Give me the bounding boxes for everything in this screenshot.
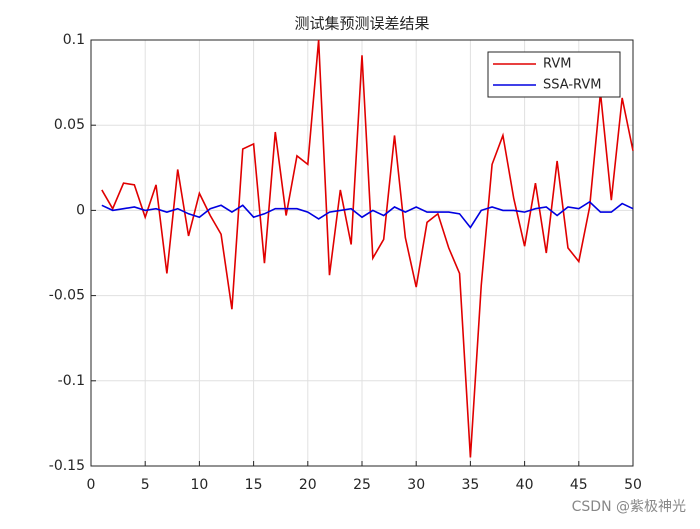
axes-box bbox=[90, 39, 634, 467]
legend: RVM SSA-RVM bbox=[487, 51, 621, 98]
legend-box bbox=[487, 51, 621, 98]
x-tick-label: 15 bbox=[245, 477, 263, 493]
x-tick-label: 10 bbox=[190, 477, 208, 493]
watermark: CSDN @紫极神光 bbox=[572, 499, 686, 515]
chart-title: 测试集预测误差结果 bbox=[294, 15, 429, 33]
x-tick-label: 30 bbox=[407, 477, 425, 493]
x-tick-label: 5 bbox=[141, 477, 150, 493]
y-tick-label: 0 bbox=[76, 202, 85, 218]
y-tick-label: -0.05 bbox=[49, 288, 85, 304]
line-series bbox=[101, 200, 634, 229]
line-series bbox=[101, 39, 634, 458]
y-tick-label: 0.1 bbox=[63, 32, 85, 48]
x-tick-label: 20 bbox=[299, 477, 317, 493]
x-tick-label: 25 bbox=[353, 477, 371, 493]
x-tick-label: 50 bbox=[624, 477, 642, 493]
y-tick-label: -0.1 bbox=[58, 373, 85, 389]
legend-label: SSA-RVM bbox=[543, 78, 601, 93]
legend-label: RVM bbox=[543, 57, 571, 72]
x-tick-label: 45 bbox=[570, 477, 588, 493]
x-tick-label: 40 bbox=[516, 477, 534, 493]
y-tick-label: 0.05 bbox=[54, 117, 85, 133]
y-tick-label: -0.15 bbox=[49, 458, 85, 474]
x-tick-label: 0 bbox=[87, 477, 96, 493]
x-tick-label: 35 bbox=[461, 477, 479, 493]
